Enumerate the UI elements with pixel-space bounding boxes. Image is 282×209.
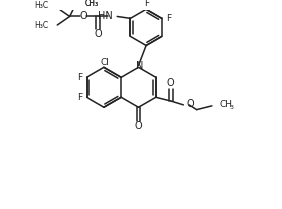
- Text: CH: CH: [219, 100, 232, 109]
- Text: O: O: [94, 29, 102, 39]
- Text: O: O: [166, 79, 174, 88]
- Text: O: O: [79, 10, 87, 20]
- Text: F: F: [77, 73, 83, 82]
- Text: F: F: [166, 14, 171, 23]
- Text: N: N: [136, 61, 143, 71]
- Text: O: O: [135, 121, 142, 131]
- Text: Cl: Cl: [100, 58, 109, 67]
- Text: H₃C: H₃C: [35, 1, 49, 10]
- Text: 3: 3: [230, 105, 234, 110]
- Text: O: O: [186, 99, 194, 109]
- Text: H₃C: H₃C: [35, 22, 49, 31]
- Text: CH₃: CH₃: [85, 0, 99, 8]
- Text: CH₃: CH₃: [85, 0, 99, 8]
- Text: F: F: [144, 0, 150, 8]
- Text: HN: HN: [98, 10, 113, 20]
- Text: F: F: [77, 93, 83, 102]
